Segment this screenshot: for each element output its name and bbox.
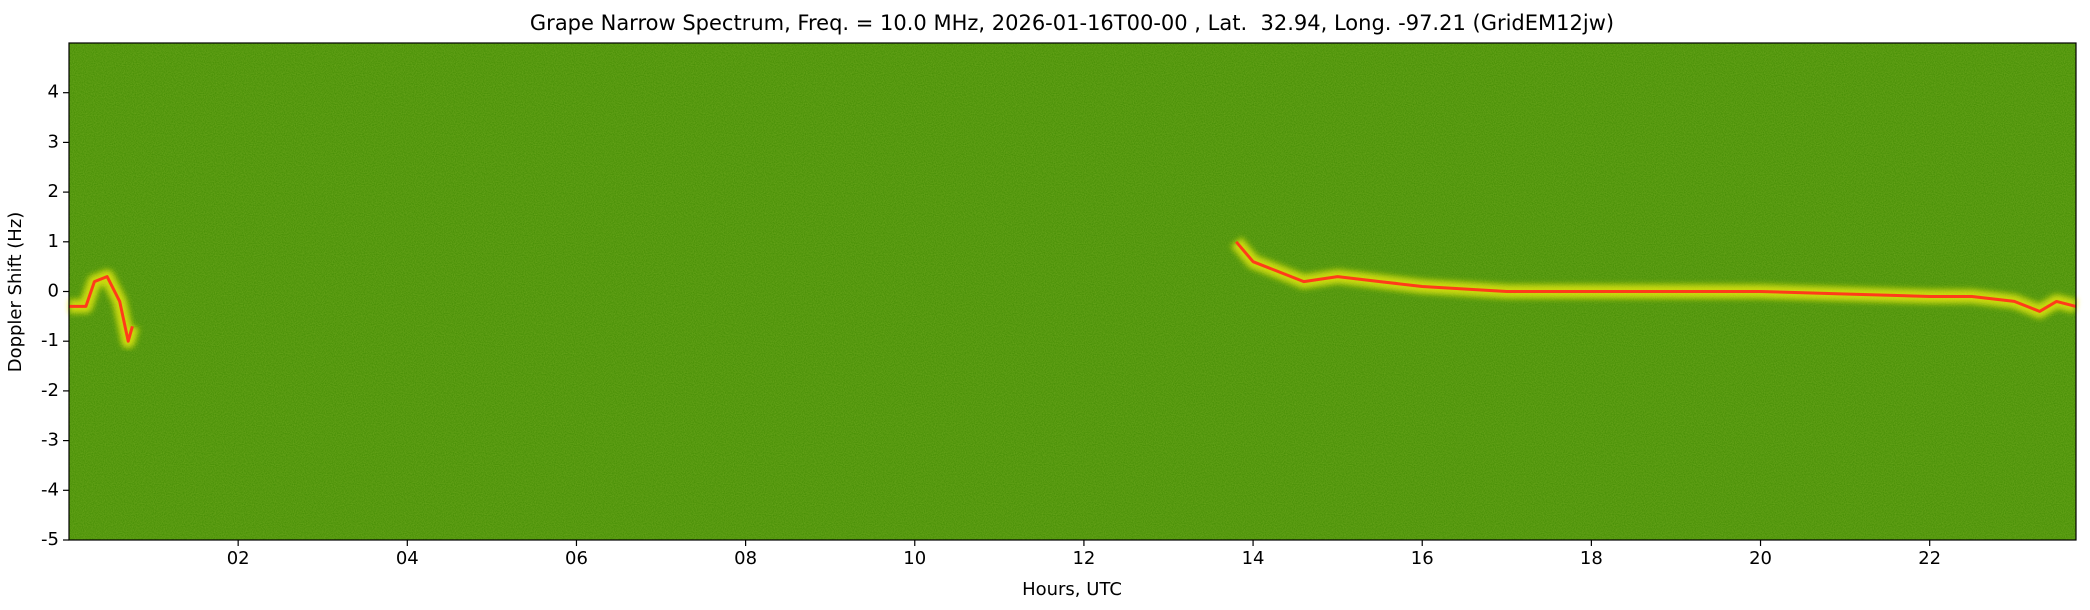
x-tick-label: 22 (1918, 548, 1941, 569)
y-tick-label: -4 (41, 479, 59, 500)
x-tick-label: 12 (1072, 548, 1095, 569)
y-tick-label: -3 (41, 430, 59, 451)
x-tick-label: 10 (903, 548, 926, 569)
y-tick-label: 3 (48, 131, 59, 152)
y-tick-label: -5 (41, 529, 59, 550)
x-tick-label: 18 (1580, 548, 1603, 569)
x-tick-label: 14 (1242, 548, 1265, 569)
doppler-trace (69, 240, 2077, 343)
y-tick-label: 1 (48, 231, 59, 252)
y-tick-label: -2 (41, 380, 59, 401)
y-tick-label: 4 (48, 82, 59, 103)
x-tick-label: 06 (565, 548, 588, 569)
y-tick-label: -1 (41, 330, 59, 351)
x-tick-label: 20 (1749, 548, 1772, 569)
x-tick-label: 04 (396, 548, 419, 569)
x-tick-label: 16 (1411, 548, 1434, 569)
x-tick-label: 02 (227, 548, 250, 569)
y-axis-label: Doppler Shift (Hz) (5, 212, 26, 373)
y-tick-label: 2 (48, 181, 59, 202)
chart-title: Grape Narrow Spectrum, Freq. = 10.0 MHz,… (530, 11, 1614, 35)
x-tick-label: 08 (734, 548, 757, 569)
x-axis-label: Hours, UTC (1022, 579, 1122, 600)
y-tick-label: 0 (48, 281, 59, 302)
